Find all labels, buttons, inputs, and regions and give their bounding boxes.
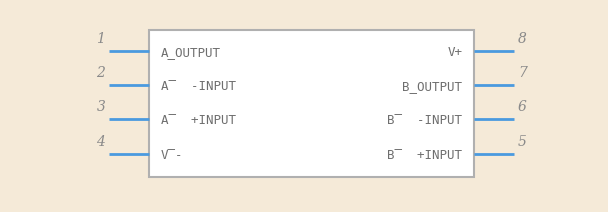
Text: V̅-: V̅- bbox=[161, 149, 184, 162]
Text: 8: 8 bbox=[518, 32, 527, 46]
Text: 4: 4 bbox=[96, 135, 105, 149]
Text: A̅  -INPUT: A̅ -INPUT bbox=[161, 80, 236, 93]
Text: V+: V+ bbox=[447, 46, 462, 59]
Text: 1: 1 bbox=[96, 32, 105, 46]
Text: B_OUTPUT: B_OUTPUT bbox=[402, 80, 462, 93]
Text: 3: 3 bbox=[96, 100, 105, 114]
Text: 7: 7 bbox=[518, 66, 527, 80]
Text: B̅  +INPUT: B̅ +INPUT bbox=[387, 149, 462, 162]
Text: 2: 2 bbox=[96, 66, 105, 80]
Text: 6: 6 bbox=[518, 100, 527, 114]
Bar bbox=[149, 30, 474, 177]
Text: 5: 5 bbox=[518, 135, 527, 149]
Text: A̅  +INPUT: A̅ +INPUT bbox=[161, 114, 236, 127]
Text: B̅  -INPUT: B̅ -INPUT bbox=[387, 114, 462, 127]
Text: A_OUTPUT: A_OUTPUT bbox=[161, 46, 221, 59]
